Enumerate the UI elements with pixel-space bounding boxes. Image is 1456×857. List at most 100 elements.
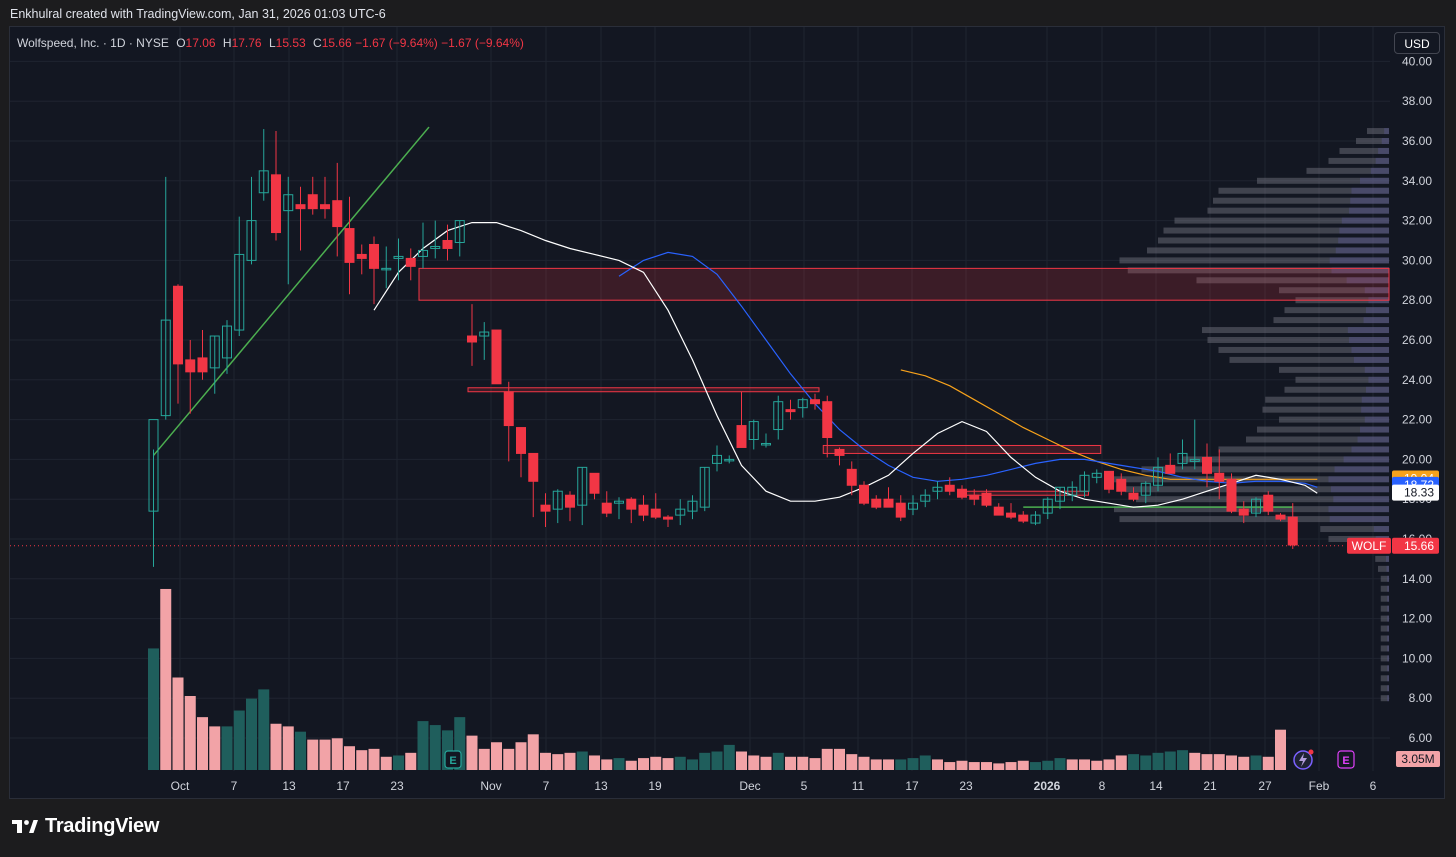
volume-bar xyxy=(576,751,588,770)
volume-bar xyxy=(515,742,527,770)
volume-bar xyxy=(772,752,784,770)
candle-body xyxy=(1128,492,1139,500)
volume-profile-bar-overlay xyxy=(1359,177,1389,184)
volume-profile-bar xyxy=(1257,426,1389,433)
earnings-badge: E xyxy=(1337,750,1355,769)
candle-body xyxy=(920,494,931,502)
candle-body xyxy=(1263,494,1274,512)
candle-body xyxy=(1067,486,1078,496)
symbol-legend: Wolfspeed, Inc. · 1D · NYSE O17.06 H17.7… xyxy=(17,36,524,50)
candle-body xyxy=(369,243,379,269)
volume-bar xyxy=(503,748,515,770)
volume-bar xyxy=(491,742,502,770)
resistance-zone xyxy=(467,387,820,393)
x-tick-label: 8 xyxy=(1099,779,1106,793)
x-tick-label: 7 xyxy=(543,779,550,793)
volume-profile-bar xyxy=(1306,167,1389,174)
volume-bar xyxy=(1091,760,1103,770)
candle-body xyxy=(173,285,183,365)
candle-body xyxy=(1287,516,1298,546)
candle-body xyxy=(895,502,906,518)
y-tick-label: 38.00 xyxy=(1402,94,1432,108)
volume-profile-bar-overlay xyxy=(1385,555,1389,562)
candle-body xyxy=(246,220,257,261)
volume-bar xyxy=(1017,760,1029,770)
volume-bar xyxy=(527,734,539,770)
candle-body xyxy=(871,498,882,508)
volume-profile-bar-overlay xyxy=(1370,167,1389,174)
earnings-badge-box xyxy=(1337,750,1355,769)
y-tick-label: 40.00 xyxy=(1402,54,1432,68)
x-tick-label: 27 xyxy=(1258,779,1272,793)
volume-profile-bar-overlay xyxy=(1328,476,1389,483)
volume-bar xyxy=(1140,755,1152,770)
y-tick-label: 28.00 xyxy=(1402,293,1432,307)
volume-profile-bar-overlay xyxy=(1353,356,1389,363)
x-tick-label: 19 xyxy=(648,779,662,793)
candle-body xyxy=(944,484,955,492)
candle-body xyxy=(761,442,771,446)
sma-slow-line xyxy=(900,369,1318,480)
currency-button[interactable]: USD xyxy=(1394,32,1440,54)
candle-body xyxy=(1226,478,1237,512)
volume-profile-bar xyxy=(1339,147,1389,154)
candle-body xyxy=(797,399,808,409)
candle-body xyxy=(393,255,404,259)
candle-body xyxy=(724,458,735,462)
volume-bar xyxy=(282,726,294,770)
candle-body xyxy=(1189,458,1200,462)
volume-bar xyxy=(393,755,404,770)
volume-bar xyxy=(895,759,907,770)
x-tick-label: 13 xyxy=(594,779,608,793)
low-label: L xyxy=(268,36,276,50)
candle-body xyxy=(565,494,575,508)
candle-body xyxy=(454,220,465,243)
volume-profile-bar-overlay xyxy=(1350,197,1389,204)
candle-body xyxy=(160,319,171,417)
candle-body xyxy=(908,502,918,510)
y-tick-label: 14.00 xyxy=(1402,572,1432,586)
candle-body xyxy=(540,504,551,512)
volume-bar xyxy=(307,739,319,770)
volume-profile-bar-overlay xyxy=(1349,337,1389,343)
volume-profile-bar xyxy=(1141,466,1389,473)
volume-bar xyxy=(233,710,245,770)
volume-profile-bar-overlay xyxy=(1387,595,1389,602)
volume-profile-bar-overlay xyxy=(1387,645,1389,652)
volume-bar xyxy=(331,738,343,770)
volume-bar xyxy=(1128,754,1139,770)
volume-bar xyxy=(1213,754,1225,770)
volume-bar xyxy=(601,759,613,770)
candle-body xyxy=(528,452,539,482)
x-tick-label: 7 xyxy=(231,779,238,793)
volume-profile-bar xyxy=(1147,247,1389,254)
volume-profile-bar-overlay xyxy=(1381,138,1389,144)
candle-body xyxy=(993,506,1004,516)
x-tick-label: 17 xyxy=(905,779,919,793)
volume-profile-bar xyxy=(1207,207,1389,214)
candle-body xyxy=(320,204,330,210)
volume-bar xyxy=(1201,754,1213,770)
volume-bar xyxy=(221,726,233,770)
x-tick-label: 23 xyxy=(959,779,973,793)
grid xyxy=(10,27,1390,771)
candle-body xyxy=(957,488,967,498)
candle-body xyxy=(859,484,869,504)
volume-profile-bar-overlay xyxy=(1351,187,1389,194)
y-tick-label: 24.00 xyxy=(1402,373,1432,387)
x-axis: Oct 7 13 17 23 Nov 7 13 19 Dec 5 11 17 23 2026 8 14 21 27 F… xyxy=(171,779,1377,793)
symbol-title: Wolfspeed, Inc. · 1D · NYSE xyxy=(17,36,169,50)
y-tick-label: 10.00 xyxy=(1402,651,1432,665)
volume-profile-bar-overlay xyxy=(1351,346,1389,353)
volume-profile-bar-overlay xyxy=(1378,147,1389,154)
tradingview-logo: TradingView xyxy=(12,815,159,838)
candle-body xyxy=(430,245,441,249)
volume-bar xyxy=(454,717,466,770)
candle-body xyxy=(1104,470,1114,490)
volume-bar xyxy=(883,759,894,770)
candle-body xyxy=(148,419,159,512)
volume-bar xyxy=(944,762,956,770)
candle-body xyxy=(1079,474,1090,492)
volume-bar xyxy=(184,696,196,770)
